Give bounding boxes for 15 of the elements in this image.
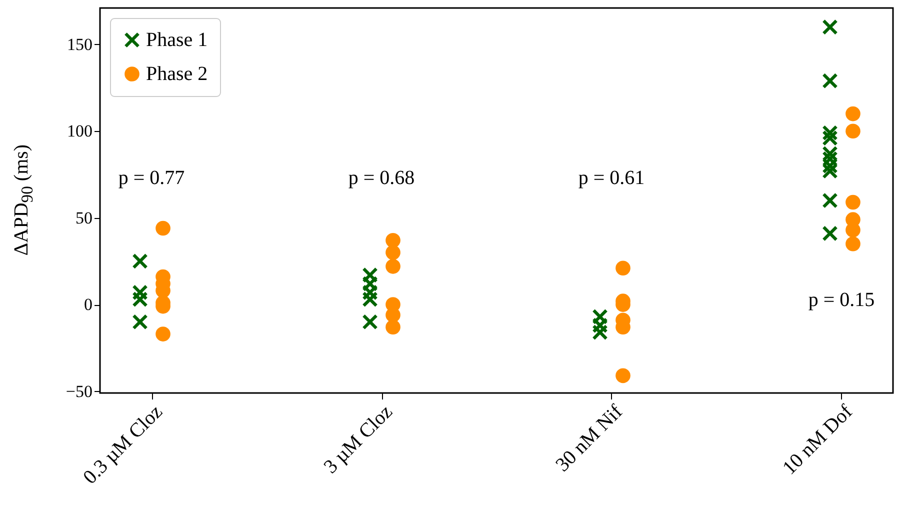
annotation: p = 0.68: [348, 167, 415, 189]
x-tick-label: 30 nM Nif: [552, 400, 628, 476]
y-tick-label: 50: [76, 208, 92, 228]
y-tick-label: −50: [66, 382, 92, 401]
y-tick-label: 100: [67, 122, 92, 141]
x-tick-label: 10 nM Dof: [778, 400, 858, 480]
x-tick-label: 3 µM Cloz: [320, 400, 397, 478]
annotation: p = 0.77: [118, 167, 185, 189]
legend-label: Phase 2: [146, 63, 208, 85]
annotation: p = 0.61: [578, 167, 645, 189]
y-tick-label: 150: [67, 34, 92, 54]
legend-label: Phase 1: [146, 29, 208, 51]
y-tick-label: 0: [84, 295, 92, 314]
x-tick-label: 0.3 µM Cloz: [79, 400, 167, 489]
annotation: p = 0.15: [808, 289, 875, 311]
